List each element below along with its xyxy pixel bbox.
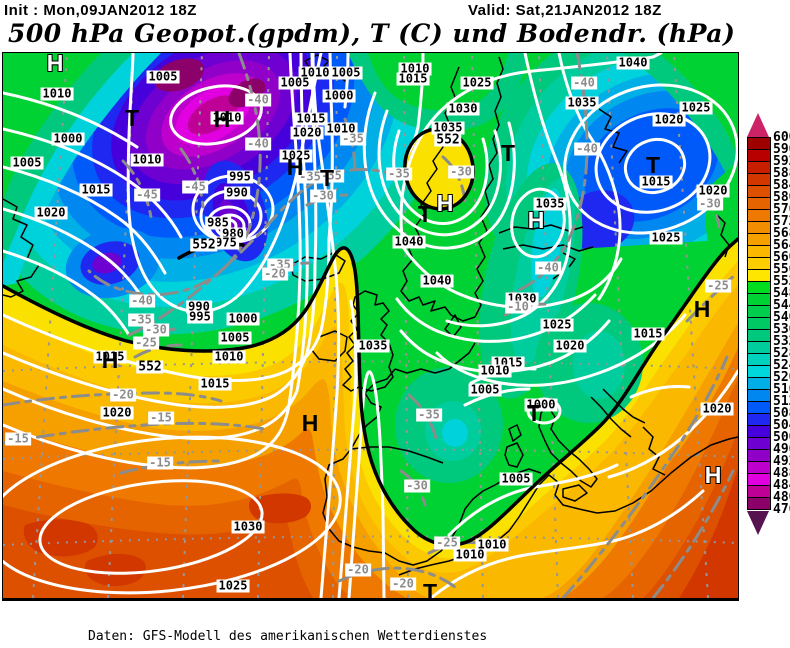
colorbar-tick-label: 516 <box>773 382 790 397</box>
colorbar-tick-label: 500 <box>773 430 790 445</box>
colorbar-cell <box>748 294 770 306</box>
colorbar-tick-label: 572 <box>773 214 790 229</box>
colorbar-arrow-down <box>747 511 769 535</box>
colorbar-tick-label: 520 <box>773 370 790 385</box>
colorbar-tick-label: 600 <box>773 130 790 145</box>
colorbar-cell <box>748 414 770 426</box>
colorbar-tick-label: 584 <box>773 178 790 193</box>
credits: Daten: GFS-Modell des amerikanischen Wet… <box>88 601 487 648</box>
credit-line-data: Daten: GFS-Modell des amerikanischen Wet… <box>88 629 488 644</box>
colorbar-tick-label: 576 <box>773 202 790 217</box>
colorbar-cell <box>748 390 770 402</box>
colorbar-cell <box>748 438 770 450</box>
colorbar-cell <box>748 462 770 474</box>
colorbar-cell <box>748 210 770 222</box>
colorbar-tick-label: 524 <box>773 358 790 373</box>
colorbar-tick-label: 496 <box>773 442 790 457</box>
colorbar-scale <box>747 137 771 510</box>
colorbar-tick-label: 508 <box>773 406 790 421</box>
colorbar-cell <box>748 186 770 198</box>
colorbar-tick-label: 596 <box>773 142 790 157</box>
colorbar-tick-label: 556 <box>773 262 790 277</box>
colorbar-tick-label: 484 <box>773 478 790 493</box>
norway-warm-blob <box>404 129 474 209</box>
warm-core-patch <box>679 469 738 598</box>
colorbar-cell <box>748 222 770 234</box>
colorbar-cell <box>748 138 770 150</box>
colorbar-cell <box>748 306 770 318</box>
colorbar-cell <box>748 198 770 210</box>
colorbar-cell <box>748 426 770 438</box>
colorbar-cell <box>748 174 770 186</box>
colorbar-cell <box>748 402 770 414</box>
colorbar-cell <box>748 318 770 330</box>
colorbar-tick-label: 528 <box>773 346 790 361</box>
colorbar-tick-label: 532 <box>773 334 790 349</box>
colorbar-tick-label: 548 <box>773 286 790 301</box>
colorbar-cell <box>748 330 770 342</box>
map-graphic <box>3 53 738 598</box>
valid-time-label: Valid: Sat,21JAN2012 18Z <box>468 2 662 19</box>
colorbar-arrow-up <box>747 113 769 137</box>
colorbar-tick-label: 492 <box>773 454 790 469</box>
colorbar-tick-label: 488 <box>773 466 790 481</box>
colorbar-tick-label: 552 <box>773 274 790 289</box>
colorbar-cell <box>748 234 770 246</box>
colorbar-cell <box>748 258 770 270</box>
page-title: 500 hPa Geopot.(gpdm), T (C) und Bodendr… <box>8 19 736 48</box>
colorbar-tick-label: 560 <box>773 250 790 265</box>
colorbar-cell <box>748 270 770 282</box>
warm-core-patch <box>84 553 146 587</box>
colorbar-cell <box>748 282 770 294</box>
colorbar-tick-label: 580 <box>773 190 790 205</box>
colorbar-tick-label: 564 <box>773 238 790 253</box>
colorbar-tick-label: 480 <box>773 490 790 505</box>
colorbar-tick-label: 544 <box>773 298 790 313</box>
weather-map <box>2 52 739 601</box>
init-time-label: Init : Mon,09JAN2012 18Z <box>4 2 197 19</box>
colorbar-cell <box>748 366 770 378</box>
colorbar-tick-label: 568 <box>773 226 790 241</box>
colorbar-cell <box>748 150 770 162</box>
colorbar-cell <box>748 450 770 462</box>
colorbar-tick-label: 588 <box>773 166 790 181</box>
colorbar-cell <box>748 378 770 390</box>
colorbar-cell <box>748 246 770 258</box>
colorbar-cell <box>748 354 770 366</box>
colorbar-cell <box>748 474 770 486</box>
colorbar-cell <box>748 498 770 509</box>
isotherms <box>3 53 737 598</box>
colorbar-tick-label: 504 <box>773 418 790 433</box>
colorbar-tick-label: 540 <box>773 310 790 325</box>
warm-core-patch <box>249 493 311 524</box>
colorbar-tick-label: 536 <box>773 322 790 337</box>
colorbar-cell <box>748 162 770 174</box>
colorbar-cell <box>748 342 770 354</box>
colorbar-tick-label: 592 <box>773 154 790 169</box>
colorbar-tick-label: 512 <box>773 394 790 409</box>
colorbar-tick-label: 476 <box>773 502 790 517</box>
colorbar-cell <box>748 486 770 498</box>
